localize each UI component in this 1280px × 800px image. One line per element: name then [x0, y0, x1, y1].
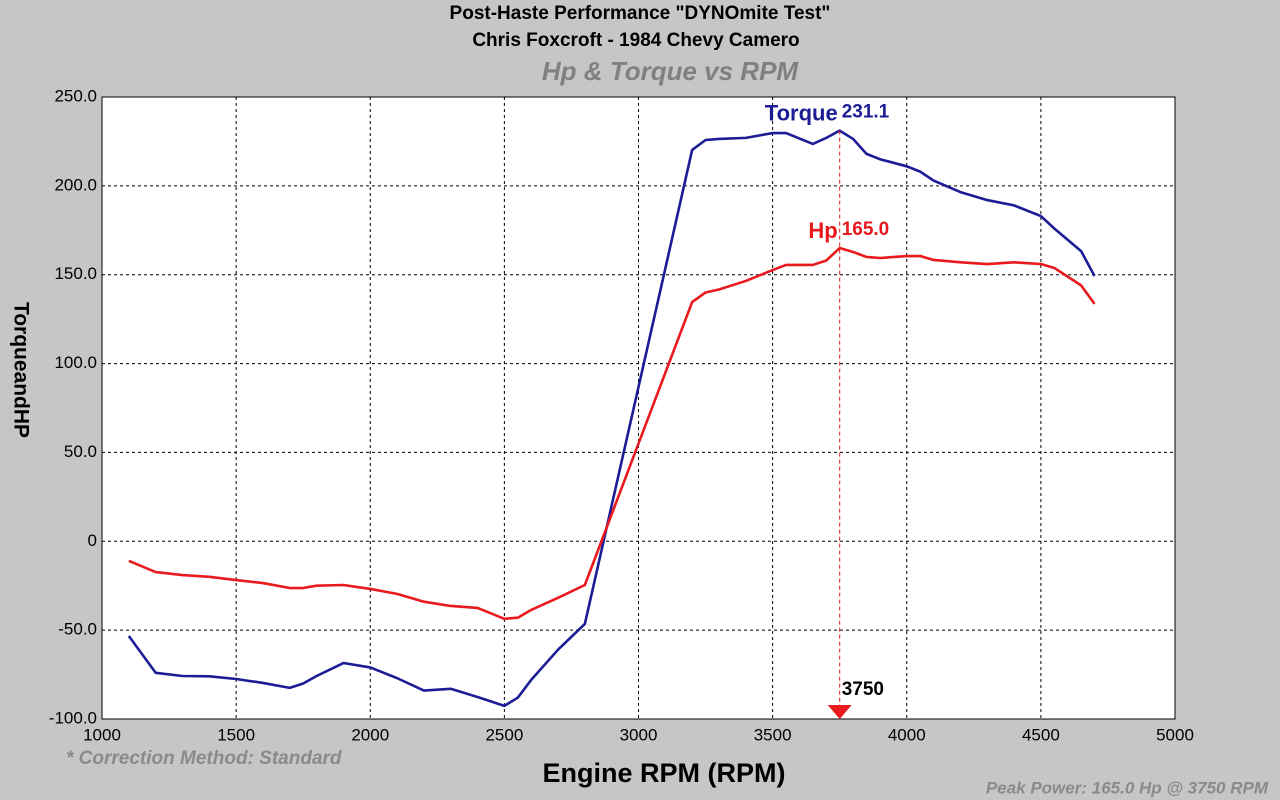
x-tick-label: 2000: [351, 725, 389, 744]
y-tick-label: -100.0: [49, 708, 97, 727]
y-tick-label: -50.0: [58, 620, 97, 639]
peak-marker: [827, 705, 852, 719]
footnote: * Correction Method: Standard: [66, 748, 342, 769]
x-tick-label: 3500: [754, 725, 792, 744]
y-tick-label: 150.0: [54, 264, 97, 283]
x-axis-label: Engine RPM (RPM): [543, 758, 786, 788]
y-tick-label: 50.0: [64, 442, 97, 461]
x-tick-label: 1500: [217, 725, 255, 744]
peak-value-label: 231.1: [842, 102, 890, 123]
x-tick-label: 3000: [620, 725, 658, 744]
x-tick-label: 1000: [83, 725, 121, 744]
series-name: Torque: [765, 100, 838, 125]
chart-title: Post-Haste Performance "DYNOmite Test": [450, 3, 831, 24]
data-line: [128, 246, 1096, 621]
y-tick-label: 200.0: [54, 175, 97, 194]
y-axis-label: TorqueandHP: [9, 302, 32, 438]
plot-title: Hp & Torque vs RPM: [542, 56, 800, 86]
footnote: Peak Power: 165.0 Hp @ 3750 RPM: [986, 778, 1269, 797]
x-tick-label: 4500: [1022, 725, 1060, 744]
data-line: [127, 129, 1096, 708]
y-tick-label: 100.0: [54, 353, 97, 372]
peak-value-label: 165.0: [842, 219, 890, 240]
peak-x-label: 3750: [842, 679, 884, 700]
x-tick-label: 4000: [888, 725, 926, 744]
x-tick-label: 2500: [485, 725, 523, 744]
series-name: Hp: [808, 218, 837, 243]
chart-subtitle: Chris Foxcroft - 1984 Chevy Camero: [472, 30, 799, 51]
y-tick-label: 0: [88, 531, 97, 550]
x-tick-label: 5000: [1156, 725, 1194, 744]
y-tick-label: 250.0: [54, 86, 97, 105]
